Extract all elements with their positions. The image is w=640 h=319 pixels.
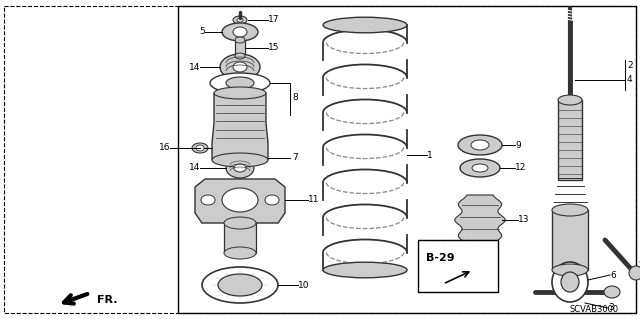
Bar — [235, 40, 245, 56]
Text: 2: 2 — [627, 61, 632, 70]
Polygon shape — [195, 179, 285, 223]
Ellipse shape — [323, 17, 407, 33]
Text: 15: 15 — [268, 43, 280, 53]
Ellipse shape — [222, 188, 258, 212]
Ellipse shape — [224, 247, 256, 259]
Ellipse shape — [233, 16, 247, 24]
Text: SCVAB3000: SCVAB3000 — [570, 306, 619, 315]
Text: 4: 4 — [627, 76, 632, 85]
Text: 8: 8 — [292, 93, 298, 102]
Text: 12: 12 — [515, 164, 526, 173]
Ellipse shape — [629, 266, 640, 280]
Text: 17: 17 — [268, 16, 280, 25]
Ellipse shape — [558, 95, 582, 105]
Ellipse shape — [552, 204, 588, 216]
Ellipse shape — [233, 62, 247, 72]
Ellipse shape — [192, 143, 208, 153]
Ellipse shape — [210, 73, 270, 93]
Polygon shape — [454, 195, 506, 245]
Ellipse shape — [552, 262, 588, 302]
Bar — [418, 240, 498, 292]
Text: 13: 13 — [518, 216, 529, 225]
Ellipse shape — [233, 27, 247, 37]
Ellipse shape — [604, 286, 620, 298]
Text: 14: 14 — [189, 63, 200, 71]
Text: 11: 11 — [308, 196, 319, 204]
Ellipse shape — [224, 217, 256, 229]
Ellipse shape — [218, 274, 262, 296]
Ellipse shape — [471, 140, 489, 150]
Ellipse shape — [234, 164, 246, 172]
Ellipse shape — [201, 195, 215, 205]
Ellipse shape — [226, 77, 254, 89]
Text: 7: 7 — [292, 153, 298, 162]
Text: B-29: B-29 — [426, 253, 454, 263]
Bar — [224, 223, 256, 253]
Ellipse shape — [222, 23, 258, 41]
Ellipse shape — [235, 37, 245, 43]
Ellipse shape — [212, 153, 268, 167]
Text: 1: 1 — [427, 151, 433, 160]
Ellipse shape — [226, 158, 254, 178]
Text: 3: 3 — [608, 303, 614, 313]
Ellipse shape — [323, 262, 407, 278]
Ellipse shape — [214, 87, 266, 99]
Ellipse shape — [202, 267, 278, 303]
Text: 14: 14 — [189, 164, 200, 173]
Polygon shape — [212, 93, 268, 160]
Ellipse shape — [561, 272, 579, 292]
Text: 6: 6 — [610, 271, 616, 279]
Ellipse shape — [458, 135, 502, 155]
Ellipse shape — [237, 18, 243, 22]
Bar — [558, 100, 582, 180]
Text: FR.: FR. — [97, 295, 118, 305]
Ellipse shape — [220, 54, 260, 80]
Text: 10: 10 — [298, 280, 310, 290]
Bar — [552, 210, 588, 270]
Ellipse shape — [460, 159, 500, 177]
Text: 9: 9 — [515, 140, 521, 150]
Ellipse shape — [196, 145, 204, 151]
Ellipse shape — [235, 53, 245, 59]
Ellipse shape — [472, 164, 488, 172]
Ellipse shape — [552, 264, 588, 276]
Text: 5: 5 — [199, 27, 205, 36]
Ellipse shape — [265, 195, 279, 205]
Text: 16: 16 — [159, 144, 170, 152]
